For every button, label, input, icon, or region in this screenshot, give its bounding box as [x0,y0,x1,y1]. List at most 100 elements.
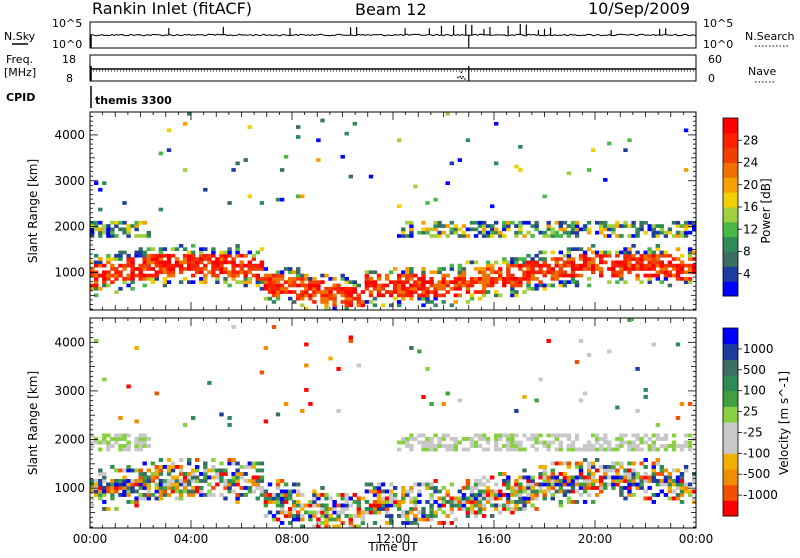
heatmap-cell [627,138,632,143]
heatmap-cell [397,300,402,304]
heatmap-cell [308,503,313,508]
heatmap-cell [449,482,454,487]
heatmap-cell [445,391,450,396]
heatmap-cell [554,479,559,483]
heatmap-cell [558,220,563,225]
heatmap-cell [130,500,135,504]
heatmap-cell [158,486,164,490]
heatmap-cell [203,277,208,281]
heatmap-cell [389,517,394,522]
heatmap-cell [526,277,531,281]
heatmap-cell [663,475,669,480]
y-tick-label: 3000 [54,384,85,398]
heatmap-cell [134,503,139,508]
heatmap-cell [502,493,507,497]
heatmap-cell [627,447,632,452]
heatmap-cell [506,496,511,501]
heatmap-cell [663,277,669,281]
heatmap-cell [368,293,374,298]
heatmap-cell [195,257,200,261]
heatmap-cell [90,227,95,232]
heatmap-cell [259,475,265,480]
heatmap-cell [340,521,345,525]
heatmap-cell [461,270,467,275]
heatmap-cell [409,433,414,438]
heatmap-cell [251,267,256,271]
heatmap-cell [130,486,135,490]
heatmap-cell [259,370,265,375]
heatmap-cell [514,409,519,413]
heatmap-cell [405,514,410,518]
heatmap-cell [457,496,462,501]
heatmap-cell [348,517,353,522]
heatmap-cell [332,524,337,529]
heatmap-cell [586,220,592,225]
heatmap-cell [457,234,462,238]
heatmap-cell [457,280,462,284]
heatmap-cell [639,260,644,265]
heatmap-cell [138,270,143,275]
heatmap-cell [90,479,95,483]
heatmap-cell [279,270,285,275]
heatmap-cell [570,270,576,275]
heatmap-cell [683,227,689,232]
heatmap-cell [316,290,321,294]
heatmap-cell [514,263,519,268]
heatmap-cell [138,433,143,438]
heatmap-cell [174,496,180,501]
heatmap-cell [675,230,681,235]
heatmap-cell [421,273,426,278]
heatmap-cell [481,447,487,452]
heatmap-cell [372,286,378,291]
heatmap-cell [570,267,576,271]
heatmap-cell [376,286,382,291]
heatmap-cell [586,440,592,445]
heatmap-cell [211,270,216,275]
heatmap-cell [514,489,519,494]
heatmap-cell [542,286,547,291]
heatmap-cell [360,303,366,308]
heatmap-cell [344,280,349,284]
heatmap-cell [405,280,410,284]
heatmap-cell [607,440,612,445]
heatmap-cell [473,514,479,518]
heatmap-cell [425,290,430,294]
heatmap-cell [146,444,151,448]
heatmap-cell [142,250,147,255]
heatmap-cell [174,486,180,490]
heatmap-cell [591,444,596,448]
heatmap-cell [106,486,111,490]
heatmap-cell [453,293,458,298]
heatmap-cell [182,277,188,281]
heatmap-cell [300,517,305,522]
heatmap-cell [207,257,212,261]
heatmap-cell [393,296,398,301]
heatmap-cell [498,472,503,476]
heatmap-cell [114,489,119,494]
heatmap-cell [110,227,115,232]
heatmap-cell [477,503,483,508]
heatmap-cell [187,260,192,265]
heatmap-cell [481,433,487,438]
heatmap-cell [401,514,406,518]
heatmap-cell [586,168,592,172]
heatmap-cell [615,234,620,238]
heatmap-cell [510,260,515,265]
heatmap-cell [401,296,406,301]
heatmap-cell [562,493,568,497]
heatmap-cell [615,444,620,448]
heatmap-cell [498,433,503,438]
heatmap-cell [405,286,410,291]
heatmap-cell [586,475,592,480]
heatmap-cell [530,224,535,228]
heatmap-cell [106,270,111,275]
heatmap-cell [243,273,248,278]
heatmap-cell [413,517,418,522]
heatmap-cell [110,437,115,441]
heatmap-cell [243,263,248,268]
heatmap-cell [494,280,499,284]
heatmap-cell [182,489,188,494]
heatmap-cell [397,204,402,209]
heatmap-cell [259,489,265,494]
heatmap-cell [110,267,115,271]
